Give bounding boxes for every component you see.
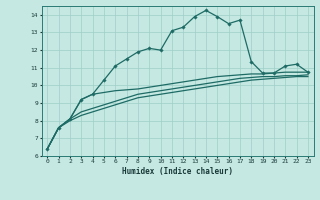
X-axis label: Humidex (Indice chaleur): Humidex (Indice chaleur) xyxy=(122,167,233,176)
